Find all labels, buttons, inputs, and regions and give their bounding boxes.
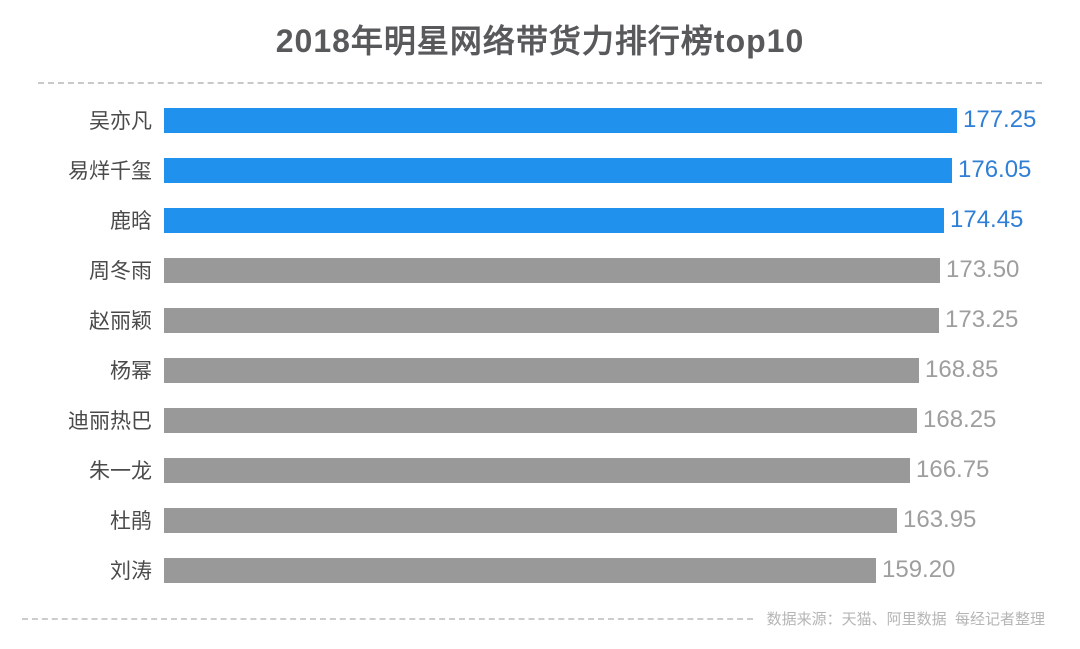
category-label: 刘涛 [110,560,152,583]
category-label: 杨幂 [110,360,152,383]
value-label: 174.45 [950,206,1024,233]
bar-row: 赵丽颖 173.25 [22,295,1080,345]
bar-row: 刘涛 159.20 [22,545,1080,595]
bar [164,207,944,233]
value-label: 173.25 [945,306,1019,333]
bar-row: 朱一龙 166.75 [22,445,1080,495]
value-label: 177.25 [963,106,1037,133]
bar-row: 杨幂 168.85 [22,345,1080,395]
bar-row: 迪丽热巴 168.25 [22,395,1080,445]
bar-row: 吴亦凡 177.25 [22,95,1080,145]
category-label: 周冬雨 [89,260,152,283]
category-label: 杜鹃 [110,510,152,533]
category-label: 迪丽热巴 [68,410,152,433]
value-label: 173.50 [946,256,1020,283]
value-label: 163.95 [903,506,977,533]
category-label: 吴亦凡 [89,110,152,133]
value-label: 176.05 [958,156,1032,183]
bar [164,157,952,183]
bottom-dashed-divider [22,617,753,620]
value-label: 166.75 [916,456,990,483]
bar-row: 易烊千玺 176.05 [22,145,1080,195]
bar [164,557,876,583]
bar [164,357,919,383]
chart-title: 2018年明星网络带货力排行榜top10 [275,23,805,59]
category-label: 鹿晗 [110,210,152,233]
data-source-note: 数据来源：天猫、阿里数据 每经记者整理 [766,611,1045,628]
chart-footer: 数据来源：天猫、阿里数据 每经记者整理 [22,608,1045,629]
value-label: 168.25 [923,406,997,433]
category-label: 易烊千玺 [68,160,152,183]
bar [164,107,957,133]
bar-chart: 吴亦凡 177.25 易烊千玺 176.05 鹿晗 174.45 周冬雨 173… [0,95,1080,595]
bar [164,457,910,483]
category-label: 赵丽颖 [89,310,152,333]
bar-row: 周冬雨 173.50 [22,245,1080,295]
bar-row: 鹿晗 174.45 [22,195,1080,245]
bar [164,257,940,283]
category-label: 朱一龙 [89,460,152,483]
value-label: 159.20 [882,556,956,583]
bar [164,307,939,333]
value-label: 168.85 [925,356,999,383]
bar [164,507,897,533]
bar [164,407,917,433]
bar-row: 杜鹃 163.95 [22,495,1080,545]
top-dashed-divider [38,82,1042,84]
